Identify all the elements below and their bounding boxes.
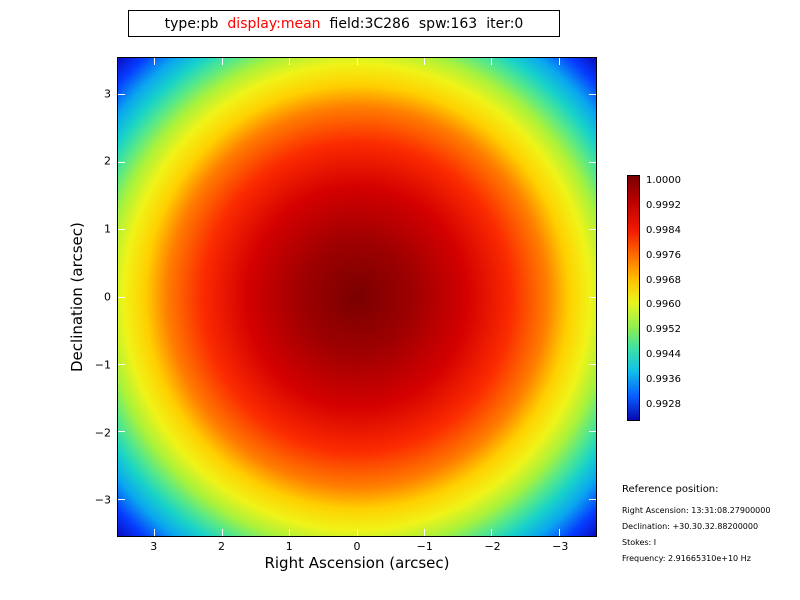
- colorbar-tick-label: 0.9968: [646, 274, 681, 286]
- y-tick-label: 0: [104, 290, 111, 304]
- colorbar-tick-label: 0.9936: [646, 374, 681, 385]
- x-tick-label: 1: [285, 540, 293, 553]
- colorbar: 1.0000 0.9992 0.9984 0.9976 0.9968 0.996…: [627, 175, 707, 421]
- x-axis-label: Right Ascension (arcsec): [264, 554, 450, 572]
- axis-tick-mark: [118, 296, 125, 298]
- axis-tick-mark: [589, 296, 596, 298]
- reference-stokes: Stokes: I: [622, 538, 657, 547]
- axis-tick-mark: [289, 529, 290, 536]
- axis-tick-mark: [118, 229, 125, 230]
- colorbar-tick-label: 0.9944: [646, 349, 681, 361]
- axis-tick-mark: [154, 58, 156, 65]
- x-tick-label: 3: [150, 540, 158, 553]
- axis-tick-mark: [491, 529, 493, 536]
- y-tick-label: 2: [104, 154, 111, 168]
- axis-tick-mark: [491, 58, 493, 65]
- colorbar-tick-label: 1.0000: [646, 175, 681, 186]
- y-tick-label: 1: [104, 222, 111, 236]
- axis-tick-mark: [154, 529, 156, 536]
- reference-right-ascension: Right Ascension: 13:31:08.27900000: [622, 506, 771, 515]
- axis-tick-mark: [589, 363, 596, 365]
- colorbar-tick-labels: 1.0000 0.9992 0.9984 0.9976 0.9968 0.996…: [646, 176, 681, 410]
- x-axis-tick-labels: 3 2 1 0 −1 −2 −3: [117, 540, 597, 554]
- colorbar-gradient: [627, 175, 640, 421]
- axis-tick-mark: [221, 529, 223, 536]
- axis-tick-mark: [118, 363, 125, 365]
- x-tick-label: −3: [552, 540, 569, 553]
- axis-tick-mark: [589, 498, 596, 500]
- y-axis-tick-labels: 3 2 1 0 −1 −2 −3: [77, 57, 111, 537]
- x-tick-label: 0: [353, 540, 361, 553]
- axis-tick-mark: [289, 58, 290, 65]
- title-seg-field: field:3C286: [329, 15, 410, 32]
- reference-frequency: Frequency: 2.91665310e+10 Hz: [622, 554, 751, 563]
- axis-tick-mark: [356, 529, 358, 536]
- title-seg-type: type:pb: [164, 15, 219, 32]
- reference-position-block: Reference position: Right Ascension: 13:…: [622, 483, 770, 567]
- colorbar-tick-label: 0.9976: [646, 249, 681, 261]
- reference-declination: Declination: +30.30.32.88200000: [622, 522, 759, 531]
- plot-title-box: type:pb display:mean field:3C286 spw:163…: [128, 10, 560, 37]
- axis-tick-mark: [118, 161, 125, 163]
- x-tick-label: −1: [416, 540, 433, 553]
- x-tick-label: −2: [484, 540, 501, 553]
- axis-tick-mark: [118, 431, 125, 433]
- axis-tick-mark: [221, 58, 223, 65]
- y-tick-label: −3: [94, 493, 111, 507]
- y-tick-label: −2: [94, 426, 111, 440]
- axis-tick-mark: [558, 58, 560, 65]
- y-tick-label: 3: [104, 87, 111, 101]
- axis-tick-mark: [589, 229, 596, 230]
- y-tick-label: −1: [94, 358, 111, 372]
- colorbar-tick-label: 0.9952: [646, 324, 681, 336]
- reference-heading: Reference position:: [622, 484, 719, 495]
- title-seg-display: display:mean: [227, 15, 321, 32]
- heatmap[interactable]: [117, 57, 597, 537]
- colorbar-tick-label: 0.9992: [646, 199, 681, 211]
- axis-tick-mark: [589, 94, 596, 96]
- colorbar-tick-label: 0.9928: [646, 398, 681, 410]
- axis-tick-mark: [118, 94, 125, 96]
- axis-tick-mark: [558, 529, 560, 536]
- axis-tick-mark: [589, 161, 596, 163]
- axis-tick-mark: [356, 58, 358, 65]
- colorbar-tick-label: 0.9984: [646, 224, 681, 236]
- axis-tick-mark: [589, 431, 596, 433]
- axis-tick-mark: [118, 498, 125, 500]
- title-seg-iter: iter:0: [486, 15, 524, 32]
- axis-tick-mark: [423, 529, 425, 536]
- colorbar-tick-label: 0.9960: [646, 299, 681, 311]
- x-tick-label: 2: [217, 540, 225, 553]
- axis-tick-mark: [423, 58, 425, 65]
- title-seg-spw: spw:163: [418, 15, 478, 32]
